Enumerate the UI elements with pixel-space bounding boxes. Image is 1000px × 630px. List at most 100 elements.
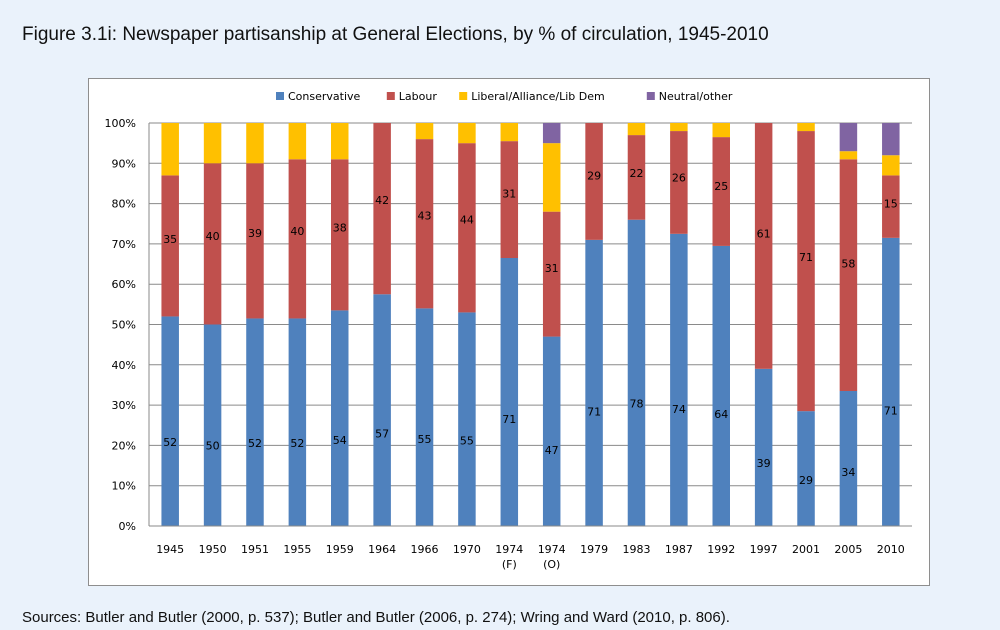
bar-segment [754,123,773,369]
bar-segment [415,139,434,309]
data-label: 55 [418,433,432,446]
bar-segment [373,123,391,295]
bar-segment [203,163,222,325]
data-label: 22 [629,167,643,180]
bar-segment [712,245,730,527]
bar-segment [797,411,815,526]
data-label: 35 [163,233,177,246]
data-label: 58 [841,258,855,271]
x-tick-label: 2001 [792,543,820,556]
bar-segment [161,123,179,176]
y-tick-label: 70% [112,238,136,251]
bar-segment [839,123,858,152]
y-tick-label: 40% [112,359,136,372]
bar-segment [542,123,561,144]
bar-segment [585,239,603,526]
bar-segment [839,390,858,526]
data-label: 71 [502,413,516,426]
data-label: 38 [333,221,347,234]
bar-segment [500,123,519,142]
data-label: 55 [460,435,474,448]
y-tick-label: 20% [112,439,136,452]
bar-segment [288,123,307,160]
data-label: 78 [629,397,643,410]
figure-title: Figure 3.1i: Newspaper partisanship at G… [22,24,769,45]
data-label: 39 [248,227,262,240]
y-tick-label: 0% [119,520,136,533]
bar-segment [627,219,646,526]
data-label: 29 [587,170,601,183]
bar-segment [161,175,179,317]
bar-segment [882,175,900,238]
bar-segment [458,143,476,313]
bar-segment [331,310,349,526]
data-label: 40 [206,230,220,243]
data-label: 50 [206,439,220,452]
x-tick-label: 1974 [538,543,566,556]
data-label: 47 [545,444,559,457]
bar-segment [712,123,730,138]
data-label: 31 [502,188,516,201]
bar-segment [839,151,858,160]
data-label: 34 [841,466,855,479]
bar-segment [712,137,730,246]
bar-segment [415,123,434,140]
bar-segment [670,131,688,234]
data-label: 42 [375,194,389,207]
data-label: 15 [884,197,898,210]
x-tick-label: 1966 [411,543,439,556]
y-tick-label: 50% [112,319,136,332]
legend-label: Conservative [288,90,361,103]
bar-segment [797,131,815,412]
bar-segment [458,123,476,144]
bar-segment [415,308,434,526]
x-tick-label: 1951 [241,543,269,556]
data-label: 52 [248,437,262,450]
x-tick-label: 2005 [834,543,862,556]
x-tick-label: 1987 [665,543,693,556]
data-label: 39 [757,457,771,470]
x-tick-label: 1964 [368,543,396,556]
x-tick-label: 1970 [453,543,481,556]
bar-segment [161,316,179,526]
legend-swatch [459,92,468,100]
bar-segment [500,258,519,526]
y-tick-label: 90% [112,157,136,170]
x-tick-sublabel: (O) [543,558,560,571]
data-label: 52 [163,436,177,449]
y-tick-label: 10% [112,480,136,493]
bar-segment [754,368,773,526]
data-label: 54 [333,434,347,447]
x-tick-label: 1979 [580,543,608,556]
bar-segment [670,233,688,526]
bar-segment [246,163,264,319]
bar-segment [542,143,561,212]
bar-segment [542,211,561,337]
bar-segment [797,123,815,132]
y-tick-label: 60% [112,278,136,291]
stacked-bar-chart: 0% 10% 20% 30% 40% 50% 60% 70% 80% 90% 100% 52 35 50 4… [105,90,912,571]
bar-segment [627,123,646,136]
x-tick-label: 1955 [283,543,311,556]
legend-label: Labour [399,90,438,103]
bar-segment [500,141,519,259]
x-tick-label: 1950 [199,543,227,556]
sources-note: Sources: Butler and Butler (2000, p. 537… [22,609,730,626]
bar-segment [670,123,688,132]
data-label: 29 [799,474,813,487]
bar-segment [331,123,349,160]
x-tick-label: 1959 [326,543,354,556]
data-label: 57 [375,427,389,440]
bar-segment [288,318,307,526]
x-tick-sublabel: (F) [502,558,517,571]
x-tick-label: 1992 [707,543,735,556]
y-tick-label: 80% [112,198,136,211]
bar-segment [288,159,307,319]
y-tick-label: 30% [112,399,136,412]
data-label: 71 [799,251,813,264]
legend-swatch [646,92,655,100]
chart-area: 0% 10% 20% 30% 40% 50% 60% 70% 80% 90% 100% 52 35 50 4… [88,78,930,586]
data-label: 25 [714,180,728,193]
data-label: 26 [672,171,686,184]
bar-segment [246,318,264,526]
